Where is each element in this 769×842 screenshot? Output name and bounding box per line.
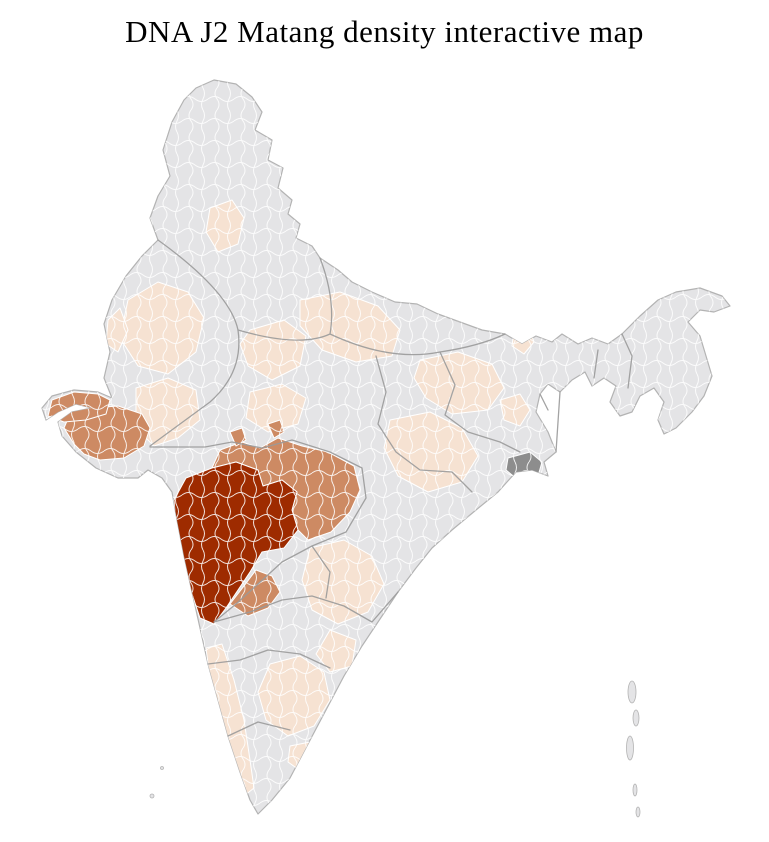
nicobar-island-2[interactable] bbox=[635, 806, 641, 818]
nicobar-island-1[interactable] bbox=[632, 783, 638, 797]
andaman-island-2[interactable] bbox=[632, 709, 640, 727]
andaman-island-1[interactable] bbox=[627, 680, 637, 704]
state-border-central-east bbox=[375, 351, 521, 493]
islands-group bbox=[149, 680, 641, 818]
state-border-south bbox=[207, 545, 399, 737]
andaman-island-3[interactable] bbox=[626, 735, 634, 761]
lakshadweep-dot-2[interactable] bbox=[160, 766, 164, 770]
state-borders bbox=[149, 239, 633, 737]
page-title: DNA J2 Matang density interactive map bbox=[125, 14, 644, 49]
state-border-northeast bbox=[539, 333, 633, 453]
lakshadweep-dot-1[interactable] bbox=[149, 793, 155, 799]
district-mesh-overlay bbox=[41, 79, 731, 815]
state-border-rajasthan bbox=[149, 239, 240, 447]
state-border-maharashtra bbox=[149, 439, 367, 623]
